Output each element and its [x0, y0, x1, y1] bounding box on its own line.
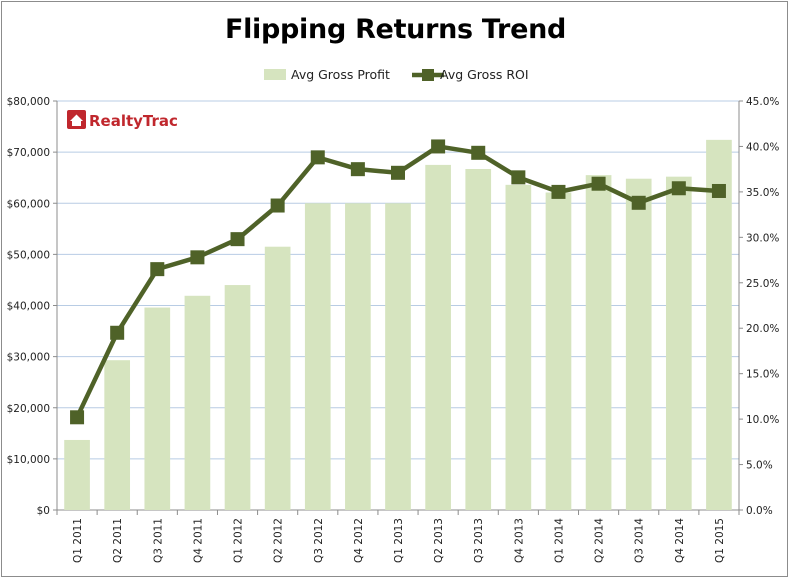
x-tick-label: Q3 2012	[313, 518, 325, 563]
bar-avg-gross-profit	[264, 246, 291, 511]
x-tick-label: Q4 2011	[192, 518, 204, 563]
x-tick-label: Q2 2011	[112, 518, 124, 563]
marker-avg-gross-roi	[391, 165, 405, 180]
x-tick-label: Q4 2013	[513, 518, 525, 563]
y-right-tick-label: 30.0%	[746, 232, 779, 244]
bar-avg-gross-profit	[304, 203, 331, 510]
x-tick-label: Q1 2012	[233, 518, 245, 563]
y-left-tick-label: $40,000	[7, 301, 50, 313]
house-roof-icon	[70, 114, 83, 126]
y-right-tick-label: 45.0%	[746, 96, 779, 108]
y-left-tick-label: $50,000	[7, 249, 50, 261]
x-tick-label: Q3 2011	[152, 518, 164, 563]
bar-avg-gross-profit	[144, 307, 171, 510]
y-left-tick-label: $30,000	[7, 352, 50, 364]
marker-avg-gross-roi	[631, 195, 646, 210]
y-left-tick-label: $10,000	[7, 454, 50, 466]
bar-avg-gross-profit	[585, 175, 612, 510]
x-tick-label: Q1 2011	[72, 518, 84, 563]
marker-avg-gross-roi	[551, 184, 566, 199]
legend-label-avg-gross-profit: Avg Gross Profit	[291, 67, 390, 82]
marker-avg-gross-roi	[110, 325, 125, 340]
y-right-tick-label: 35.0%	[746, 187, 779, 199]
y-left-tick-label: $20,000	[7, 403, 50, 415]
bar-avg-gross-profit	[224, 285, 251, 510]
x-tick-label: Q3 2013	[473, 518, 485, 563]
x-tick-label: Q2 2014	[594, 518, 606, 563]
marker-avg-gross-roi	[230, 232, 245, 247]
y-left-tick-label: $80,000	[7, 96, 50, 108]
marker-avg-gross-roi	[350, 162, 365, 177]
bar-avg-gross-profit	[465, 168, 492, 510]
bar-avg-gross-profit	[425, 164, 451, 510]
x-tick-label: Q4 2012	[353, 518, 365, 563]
marker-avg-gross-roi	[431, 139, 446, 154]
y-right-tick-label: 5.0%	[746, 460, 773, 472]
x-tick-label: Q2 2013	[433, 518, 445, 563]
bar-avg-gross-profit	[104, 360, 131, 510]
x-tick-label: Q4 2014	[674, 518, 686, 563]
marker-avg-gross-roi	[591, 176, 606, 191]
logo-wordmark: RealtyTrac	[89, 112, 178, 130]
bar-avg-gross-profit	[545, 192, 572, 511]
chart-title: Flipping Returns Trend	[224, 14, 567, 45]
legend-swatch-avg-gross-profit	[264, 69, 286, 80]
x-tick-label: Q2 2012	[273, 518, 285, 563]
bar-avg-gross-profit	[345, 203, 371, 510]
y-right-tick-label: 20.0%	[746, 323, 779, 335]
y-left-tick-label: $70,000	[7, 147, 50, 159]
x-tick-label: Q1 2013	[393, 518, 405, 563]
y-right-tick-label: 25.0%	[746, 278, 779, 290]
marker-avg-gross-roi	[190, 250, 205, 265]
x-tick-label: Q1 2015	[714, 518, 726, 563]
marker-avg-gross-roi	[270, 198, 285, 213]
bar-avg-gross-profit	[665, 176, 692, 511]
bar-avg-gross-profit	[625, 178, 652, 510]
marker-avg-gross-roi	[671, 181, 686, 196]
bar-avg-gross-profit	[64, 439, 90, 510]
legend-label-avg-gross-roi: Avg Gross ROI	[440, 67, 529, 82]
bar-avg-gross-profit	[505, 184, 532, 510]
y-right-tick-label: 0.0%	[746, 505, 773, 517]
y-right-tick-label: 10.0%	[746, 414, 779, 426]
bar-avg-gross-profit	[385, 203, 411, 510]
x-tick-label: Q1 2014	[553, 518, 565, 563]
marker-avg-gross-roi	[150, 262, 165, 277]
y-right-tick-label: 40.0%	[746, 141, 779, 153]
y-left-tick-label: $60,000	[7, 198, 50, 210]
marker-avg-gross-roi	[711, 183, 726, 198]
marker-avg-gross-roi	[70, 410, 85, 425]
bar-avg-gross-profit	[706, 139, 732, 511]
y-right-tick-label: 15.0%	[746, 369, 779, 381]
bar-avg-gross-profit	[184, 295, 211, 510]
marker-avg-gross-roi	[471, 145, 486, 160]
x-tick-label: Q3 2014	[634, 518, 646, 563]
marker-avg-gross-roi	[310, 150, 325, 165]
marker-avg-gross-roi	[511, 170, 526, 185]
legend-marker-avg-gross-roi	[422, 69, 434, 81]
y-left-tick-label: $0	[37, 505, 50, 517]
